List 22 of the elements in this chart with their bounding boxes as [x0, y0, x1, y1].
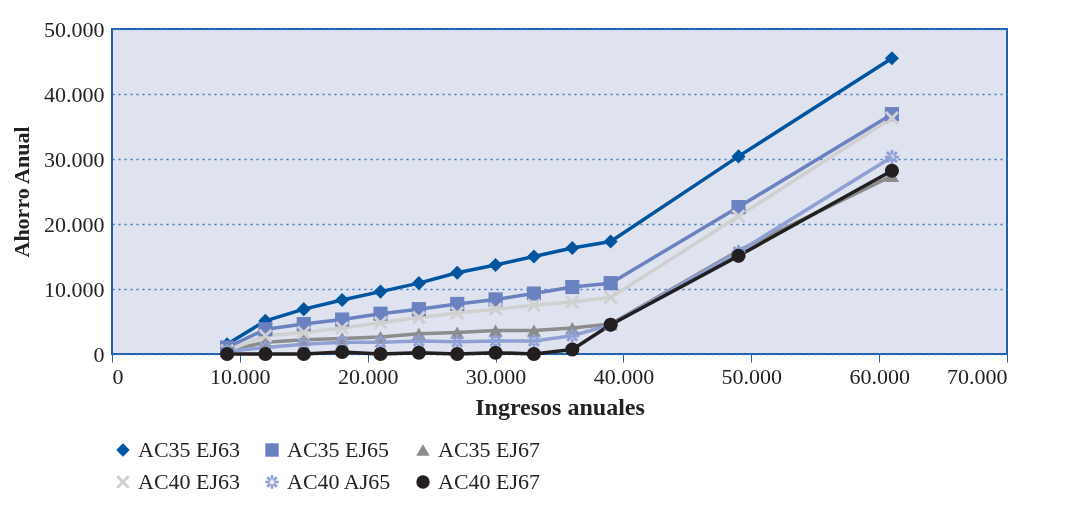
- x-tick-label: 40.000: [593, 363, 655, 389]
- x-tick-label: 0: [112, 363, 124, 389]
- y-tick-label: 50.000: [44, 16, 105, 42]
- legend-label: AC35 EJ67: [438, 437, 541, 462]
- y-tick-label: 10.000: [44, 276, 105, 302]
- x-tick-label: 50.000: [721, 363, 783, 389]
- x-tick-label: 70.000: [947, 363, 1008, 389]
- legend-label: AC35 EJ63: [138, 437, 241, 462]
- y-tick-label: 0: [93, 341, 105, 367]
- legend-label: AC40 EJ67: [438, 469, 541, 494]
- y-tick-label: 40.000: [44, 81, 105, 107]
- y-tick-label: 20.000: [44, 211, 105, 237]
- x-tick-label: 10.000: [210, 363, 271, 389]
- y-tick-label: 30.000: [44, 146, 105, 172]
- x-tick-label: 60.000: [849, 363, 910, 389]
- y-axis-title: Ahorro Anual: [9, 126, 34, 258]
- legend-label: AC35 EJ65: [287, 437, 390, 462]
- legend-label: AC40 AJ65: [287, 469, 391, 494]
- legend-label: AC40 EJ63: [138, 469, 241, 494]
- x-tick-label: 20.000: [337, 363, 399, 389]
- x-tick-label: 30.000: [465, 363, 527, 389]
- x-axis-title: Ingresos anuales: [475, 393, 645, 420]
